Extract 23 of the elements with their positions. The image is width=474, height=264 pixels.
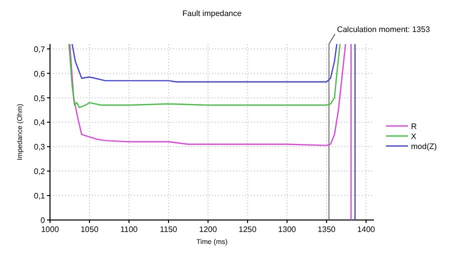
line-series	[68, 44, 341, 108]
x-tick-label: 1250	[238, 225, 258, 234]
x-tick-label: 1150	[160, 225, 178, 234]
chart-title: Fault impedance	[182, 9, 242, 18]
x-tick-label: 1100	[120, 225, 138, 234]
x-tick-label: 1200	[199, 225, 218, 234]
y-tick-label: 0,1	[34, 192, 46, 201]
ref-line-label: Calculation moment: 1353	[336, 25, 430, 34]
legend-label: R	[411, 122, 417, 131]
x-tick-label: 1350	[318, 225, 336, 234]
y-tick-label: 0,6	[34, 69, 46, 78]
x-tick-label: 1050	[80, 225, 99, 234]
y-tick-label: 0,5	[34, 94, 46, 103]
y-tick-label: 0,3	[34, 142, 46, 152]
x-tick-label: 1000	[41, 225, 60, 234]
y-tick-label: 0,7	[34, 44, 46, 54]
y-tick-label: 0	[40, 216, 46, 225]
legend-label: mod(Z)	[411, 142, 438, 151]
x-tick-label: 1300	[278, 225, 297, 234]
x-tick-label: 1400	[357, 225, 376, 234]
y-tick-label: 0,2	[34, 167, 46, 176]
legend-label: X	[411, 132, 417, 141]
y-tick-label: 0,4	[34, 118, 46, 128]
